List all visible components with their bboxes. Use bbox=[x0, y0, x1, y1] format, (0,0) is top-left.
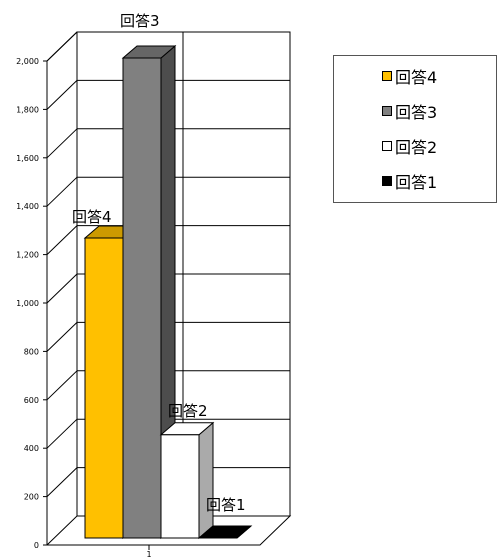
gridline-side bbox=[46, 31, 78, 62]
y-tick-label: 400 bbox=[24, 444, 39, 453]
gridline-side bbox=[46, 225, 78, 255]
y-tick-label: 2,000 bbox=[16, 57, 39, 66]
bar-3 bbox=[160, 434, 200, 539]
bar-1 bbox=[84, 237, 124, 539]
data-label: 回答2 bbox=[168, 402, 208, 420]
y-tick-label: 600 bbox=[24, 396, 39, 405]
legend-swatch bbox=[382, 176, 392, 186]
legend-item: 回答2 bbox=[382, 135, 437, 157]
y-tick-label: 1,000 bbox=[16, 299, 39, 308]
legend-swatch bbox=[382, 106, 392, 116]
bar-top bbox=[197, 525, 253, 539]
gridline-side bbox=[46, 80, 78, 110]
y-tick-label: 0 bbox=[34, 541, 39, 550]
legend-item: 回答3 bbox=[382, 100, 437, 122]
legend-label: 回答4 bbox=[395, 68, 438, 87]
legend-label: 回答1 bbox=[395, 173, 438, 192]
y-tick-label: 1,400 bbox=[16, 202, 39, 211]
data-label: 回答3 bbox=[120, 12, 160, 30]
chart-legend: 回答4 回答3 回答2 回答1 bbox=[333, 55, 497, 203]
legend-label: 回答3 bbox=[395, 103, 438, 122]
legend-label: 回答2 bbox=[395, 138, 438, 157]
legend-item: 回答1 bbox=[382, 170, 437, 192]
legend-swatch bbox=[382, 141, 392, 151]
data-label: 回答4 bbox=[72, 208, 112, 226]
bar-2 bbox=[122, 57, 162, 539]
gridline-side bbox=[46, 273, 78, 304]
legend-swatch bbox=[382, 71, 392, 81]
gridline-side bbox=[46, 322, 78, 352]
x-tick-label: 1 bbox=[146, 550, 151, 558]
y-tick-label: 800 bbox=[24, 347, 39, 356]
y-tick-label: 1,200 bbox=[16, 251, 39, 260]
gridline-side bbox=[46, 128, 78, 159]
gridline-side bbox=[46, 370, 78, 401]
y-tick-label: 1,600 bbox=[16, 154, 39, 163]
data-label: 回答1 bbox=[206, 496, 246, 514]
gridline-side bbox=[46, 467, 78, 497]
gridline-side bbox=[46, 418, 78, 449]
bar-side bbox=[198, 421, 214, 540]
y-tick-label: 1,800 bbox=[16, 105, 39, 114]
legend-item: 回答4 bbox=[382, 65, 437, 87]
y-tick-label: 200 bbox=[24, 493, 39, 502]
gridline-side bbox=[46, 176, 78, 207]
